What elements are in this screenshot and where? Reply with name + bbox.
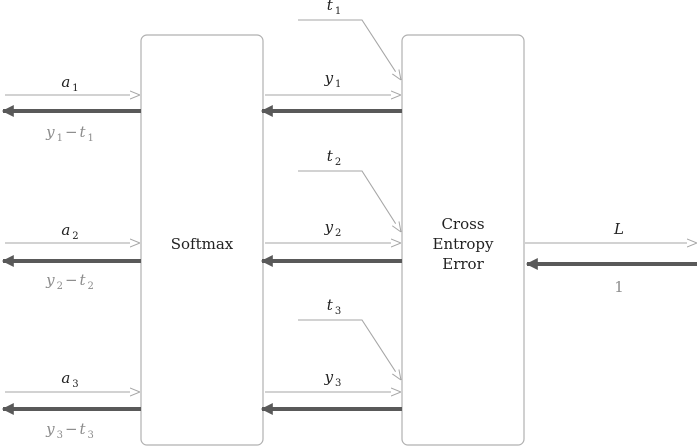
label-grad-1: y 1− t 1: [45, 123, 94, 144]
cross-entropy-label-line-3: Error: [442, 255, 484, 273]
label-loss: L: [613, 220, 624, 238]
softmax-box: [140, 34, 264, 446]
target-arrow-t3: [298, 319, 401, 380]
label-grad-2: y 2− t 2: [45, 271, 94, 292]
cross-entropy-label-line-1: Cross: [441, 215, 484, 233]
softmax-label: Softmax: [171, 235, 234, 253]
target-arrow-t1: [298, 19, 401, 80]
label-grad-3: y 3− t 3: [45, 420, 94, 441]
label-loss-gradient: 1: [614, 278, 624, 296]
cross-entropy-box: [401, 34, 525, 446]
cross-entropy-label-line-2: Entropy: [433, 235, 494, 253]
target-arrow-t2: [298, 170, 401, 232]
